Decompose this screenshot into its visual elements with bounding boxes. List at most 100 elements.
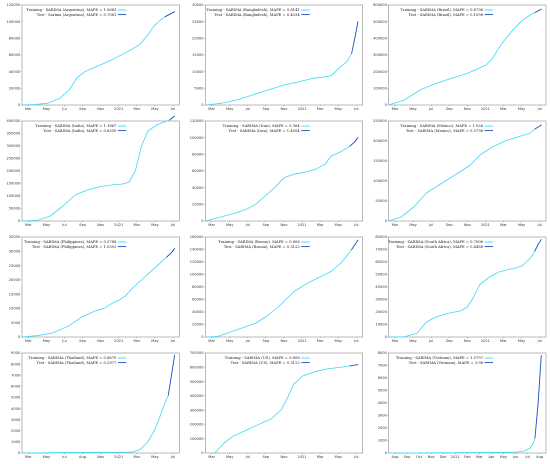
y-tick-label: 100000	[6, 194, 20, 198]
x-tick-label: Sep	[446, 107, 453, 111]
y-tick-label: 0	[18, 335, 21, 339]
x-tick-label: Jul	[353, 107, 358, 111]
x-tick-label: Sep	[79, 339, 86, 343]
x-tick-label: Sep	[404, 455, 411, 459]
series-line-training-iran	[204, 145, 351, 222]
legend-entry-test: Test - SARIMA (Philippines), MAPE = 1.03…	[32, 245, 117, 249]
legend-entry-training: Training - SARIMA (Bangladesh), MAPE = 0…	[206, 8, 300, 12]
plot-frame-philippines	[21, 236, 180, 338]
y-tick-label: 2000	[11, 429, 21, 433]
y-tick-label: 5000	[194, 87, 204, 91]
y-tick-label: 0	[201, 451, 204, 455]
x-tick-label: 2021	[114, 107, 123, 111]
x-tick-label: May	[335, 455, 343, 459]
y-tick-label: 150000	[6, 182, 20, 186]
y-tick-label: 50000	[375, 273, 387, 277]
y-tick-label: 500000	[190, 380, 204, 384]
y-tick-label: 5000	[11, 396, 21, 400]
y-tick-label: 20000	[375, 310, 387, 314]
x-tick-label: Mar	[208, 223, 215, 227]
y-tick-label: 4000	[11, 407, 21, 411]
x-tick-label: Aug	[79, 455, 86, 459]
x-tick-label: Jul	[170, 339, 175, 343]
x-tick-label: Jul	[428, 223, 433, 227]
x-tick-label: Sep	[263, 339, 270, 343]
x-tick-label: Jul	[170, 223, 175, 227]
y-tick-label: 0	[201, 103, 204, 107]
y-tick-label: 400000	[373, 37, 387, 41]
y-tick-label: 100000	[373, 87, 387, 91]
x-tick-label: May	[43, 339, 51, 343]
chart-panel-philippines: 0 5000 10000 15000 20000 25000 30000 35000 Mar Ma…	[9, 235, 180, 343]
plot-frame-us	[205, 352, 363, 454]
x-tick-label: Nov	[280, 107, 288, 111]
y-tick-label: 6000	[378, 376, 388, 380]
y-tick-label: 100000	[6, 20, 20, 24]
chart-panel-mexico: 0 50000 100000 150000 200000 250000 Mar May Jul S…	[373, 119, 547, 227]
x-tick-label: Sep	[263, 107, 270, 111]
series-line-training-brazil	[388, 12, 536, 106]
legend-entry-test: Test - SARIMA (India), MAPE = 0.6559	[43, 129, 117, 133]
plot-frame-iran	[205, 120, 363, 222]
y-tick-label: 250000	[6, 157, 20, 161]
y-tick-label: 40000	[192, 310, 204, 314]
y-tick-label: 10000	[375, 323, 387, 327]
series-line-test-philippines	[166, 247, 176, 258]
y-tick-label: 4000	[378, 401, 388, 405]
x-tick-label: 2021	[481, 107, 490, 111]
x-tick-label: Nov	[97, 339, 105, 343]
x-tick-label: Jul	[61, 455, 66, 459]
x-tick-label: Mar	[392, 223, 399, 227]
x-tick-label: Jul	[61, 223, 66, 227]
x-tick-label: May	[518, 107, 526, 111]
x-tick-label: Mar	[133, 107, 140, 111]
y-tick-label: 5000	[11, 321, 21, 325]
legend-entry-test: Test - SARIMA (US), MAPE = 0.3122	[231, 361, 300, 365]
x-tick-label: Mar	[317, 107, 324, 111]
series-line-training-thailand	[21, 394, 169, 454]
legend-entry-training: Training - SARIMA (Vietnam), MAPE = 1.57…	[396, 356, 484, 360]
y-tick-label: 7000	[378, 364, 388, 368]
series-line-training-argentina	[21, 16, 166, 106]
chart-panel-russia: 0 20000 40000 60000 80000 100000 120000 140000 1…	[190, 235, 363, 343]
y-tick-label: 100000	[190, 136, 204, 140]
x-tick-label: Mar	[476, 455, 483, 459]
y-tick-label: 20000	[192, 323, 204, 327]
x-tick-label: Jul	[537, 339, 542, 343]
series-line-training-us	[214, 365, 351, 454]
x-tick-label: May	[226, 223, 234, 227]
y-tick-label: 80000	[9, 37, 21, 41]
y-tick-label: 6000	[11, 385, 21, 389]
chart-panel-iran: 0 20000 40000 60000 80000 100000 120000 Mar May J…	[190, 119, 363, 227]
y-tick-label: 0	[18, 451, 21, 455]
y-tick-label: 0	[385, 219, 388, 223]
x-tick-label: May	[43, 223, 51, 227]
y-tick-label: 0	[201, 219, 204, 223]
series-line-training-mexico	[388, 128, 536, 222]
plot-frame-brazil	[388, 4, 547, 106]
x-tick-label: Mar	[133, 339, 140, 343]
y-tick-label: 2000	[378, 426, 388, 430]
y-tick-label: 1000	[11, 440, 21, 444]
x-tick-label: Sep	[79, 223, 86, 227]
y-tick-label: 0	[18, 103, 21, 107]
y-tick-label: 15000	[9, 292, 21, 296]
y-tick-label: 200000	[373, 70, 387, 74]
x-tick-label: May	[409, 107, 417, 111]
series-line-test-thailand	[167, 354, 176, 396]
x-tick-label: 2021	[114, 455, 123, 459]
series-line-training-philippines	[21, 256, 168, 338]
x-tick-label: Sep	[446, 223, 453, 227]
x-tick-label: Sep	[446, 339, 453, 343]
legend-entry-training: Training - SARIMA (Thailand), MAPE = 0.8…	[28, 356, 117, 360]
x-tick-label: Jul	[170, 107, 175, 111]
y-tick-label: 200000	[190, 423, 204, 427]
plot-frame-india	[21, 120, 180, 222]
y-tick-label: 80000	[375, 235, 387, 239]
legend-entry-test: Test - SARIMA (Russia), MAPE = 0.3122	[224, 245, 300, 249]
legend-entry-test: Test - SARIMA (Bangladesh), MAPE = 0.433…	[214, 13, 300, 17]
legend-entry-training: Training - SARIMA (South Africa), MAPE =…	[388, 240, 484, 244]
series-line-training-vietnam	[388, 437, 536, 454]
y-tick-label: 20000	[9, 278, 21, 282]
